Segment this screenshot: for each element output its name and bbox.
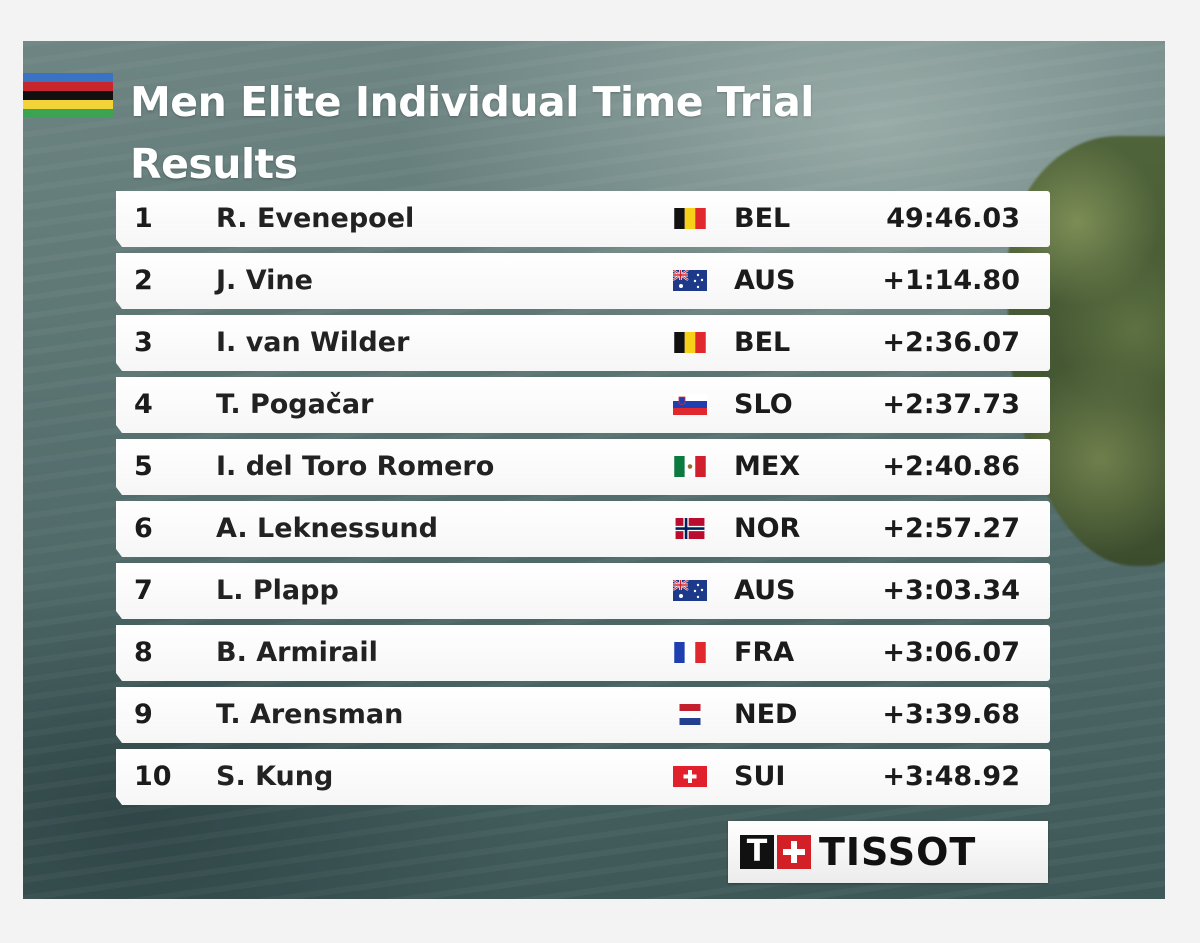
rider-name: S. Kung — [216, 761, 334, 792]
rank: 6 — [134, 513, 153, 544]
rider-name: I. del Toro Romero — [216, 451, 495, 482]
rank: 8 — [134, 637, 153, 668]
slovenia-flag-icon — [673, 394, 707, 415]
time: +3:39.68 — [882, 699, 1020, 730]
rider-name: B. Armirail — [216, 637, 378, 668]
france-flag-icon — [673, 642, 707, 663]
result-row: 7 L. Plapp AUS +3:03.34 — [116, 563, 1050, 619]
nation-code: NED — [734, 699, 798, 730]
stripe — [23, 109, 113, 118]
stripe — [23, 100, 113, 109]
page-title: Men Elite Individual Time Trial Results — [130, 71, 890, 195]
nation-code: MEX — [734, 451, 801, 482]
australia-flag-icon — [673, 270, 707, 291]
rank: 9 — [134, 699, 153, 730]
belgium-flag-icon — [673, 208, 707, 229]
time: +2:37.73 — [882, 389, 1020, 420]
nation-code: AUS — [734, 265, 796, 296]
rider-name: T. Arensman — [216, 699, 404, 730]
result-row: 2 J. Vine AUS +1:14.80 — [116, 253, 1050, 309]
tissot-mark-icon: T — [740, 835, 811, 869]
broadcast-graphic: Men Elite Individual Time Trial Results … — [23, 41, 1165, 899]
sponsor-name: TISSOT — [819, 830, 977, 874]
title-line-1: Men Elite Individual Time Trial — [130, 78, 814, 126]
rider-name: A. Leknessund — [216, 513, 438, 544]
rank: 1 — [134, 203, 153, 234]
result-row: 4 T. Pogačar SLO +2:37.73 — [116, 377, 1050, 433]
rider-name: J. Vine — [216, 265, 313, 296]
time: +2:57.27 — [882, 513, 1020, 544]
result-row: 6 A. Leknessund NOR +2:57.27 — [116, 501, 1050, 557]
time: +2:40.86 — [882, 451, 1020, 482]
tissot-t-icon: T — [740, 835, 774, 869]
rank: 2 — [134, 265, 153, 296]
rider-name: R. Evenepoel — [216, 203, 415, 234]
result-row: 10 S. Kung SUI +3:48.92 — [116, 749, 1050, 805]
time: +3:03.34 — [882, 575, 1020, 606]
time: +1:14.80 — [882, 265, 1020, 296]
rank: 5 — [134, 451, 153, 482]
time: +3:48.92 — [882, 761, 1020, 792]
rider-name: I. van Wilder — [216, 327, 410, 358]
rider-name: T. Pogačar — [216, 389, 374, 420]
belgium-flag-icon — [673, 332, 707, 353]
stripe — [23, 91, 113, 100]
results-table: 1 R. Evenepoel BEL 49:46.03 2 J. Vine AU… — [116, 191, 1050, 811]
rank: 7 — [134, 575, 153, 606]
time: 49:46.03 — [886, 203, 1020, 234]
sponsor-logo: T TISSOT — [728, 821, 1048, 883]
rank: 10 — [134, 761, 172, 792]
rank: 3 — [134, 327, 153, 358]
time: +3:06.07 — [882, 637, 1020, 668]
nation-code: NOR — [734, 513, 801, 544]
nation-code: SLO — [734, 389, 793, 420]
australia-flag-icon — [673, 580, 707, 601]
norway-flag-icon — [673, 518, 707, 539]
nation-code: SUI — [734, 761, 786, 792]
result-row: 5 I. del Toro Romero MEX +2:40.86 — [116, 439, 1050, 495]
mexico-flag-icon — [673, 456, 707, 477]
netherlands-flag-icon — [673, 704, 707, 725]
time: +2:36.07 — [882, 327, 1020, 358]
stripe — [23, 82, 113, 91]
result-row: 8 B. Armirail FRA +3:06.07 — [116, 625, 1050, 681]
rider-name: L. Plapp — [216, 575, 339, 606]
nation-code: AUS — [734, 575, 796, 606]
switzerland-flag-icon — [673, 766, 707, 787]
rank: 4 — [134, 389, 153, 420]
nation-code: BEL — [734, 203, 791, 234]
stripe — [23, 73, 113, 82]
title-line-2: Results — [130, 140, 298, 188]
result-row: 3 I. van Wilder BEL +2:36.07 — [116, 315, 1050, 371]
swiss-cross-icon — [777, 835, 811, 869]
result-row: 9 T. Arensman NED +3:39.68 — [116, 687, 1050, 743]
nation-code: BEL — [734, 327, 791, 358]
nation-code: FRA — [734, 637, 795, 668]
world-champion-stripes — [23, 73, 113, 118]
result-row: 1 R. Evenepoel BEL 49:46.03 — [116, 191, 1050, 247]
